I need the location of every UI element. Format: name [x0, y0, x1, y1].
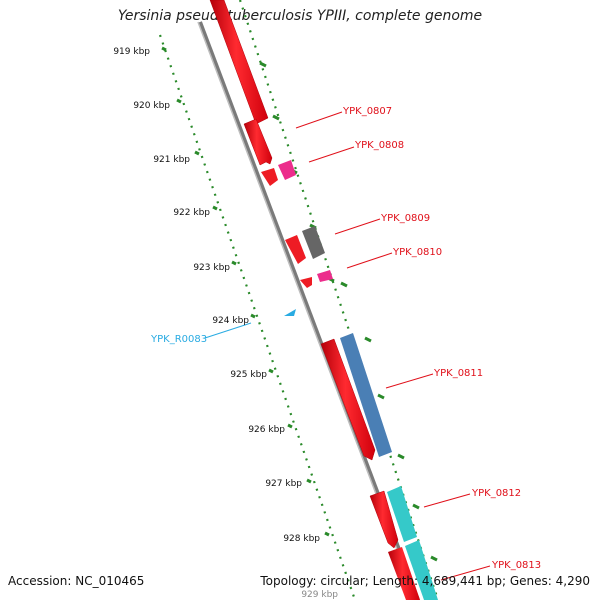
genome-summary-text: Topology: circular; Length: 4,689,441 bp… — [260, 574, 590, 588]
gene-label[interactable]: YPK_0813 — [491, 560, 541, 571]
gene-label[interactable]: YPK_0810 — [392, 247, 442, 258]
gene-block-ypk0812-left[interactable] — [369, 490, 399, 549]
kbp-label: 924 kbp — [212, 316, 249, 326]
left-track-ticks — [161, 46, 330, 537]
gene-label[interactable]: YPK_0811 — [433, 368, 483, 379]
gene-block-ypk0810-left[interactable] — [300, 277, 312, 288]
gene-block-ypk0807[interactable] — [243, 118, 273, 166]
accession-text: Accession: NC_010465 — [8, 574, 145, 588]
kbp-label: 921 kbp — [153, 155, 190, 165]
kbp-label: 925 kbp — [230, 370, 267, 380]
gene-block-ypk0813-left[interactable] — [388, 547, 420, 600]
gene-label[interactable]: YPK_0808 — [354, 140, 404, 151]
kbp-label: 919 kbp — [113, 47, 150, 57]
gene-block-ypk0811-right[interactable] — [340, 333, 392, 457]
map-title: Yersinia pseudotuberculosis YPIII, compl… — [117, 8, 483, 24]
gene-block-ypk0809-left[interactable] — [285, 235, 306, 264]
kbp-label: 927 kbp — [265, 479, 302, 489]
kbp-label: 928 kbp — [283, 534, 320, 544]
gene-block-ypk0810-right[interactable] — [317, 270, 333, 282]
gene-block-ypk0808-left[interactable] — [261, 168, 278, 186]
kbp-label: 926 kbp — [248, 425, 285, 435]
gene-label[interactable]: YPK_0809 — [380, 213, 430, 224]
gene-block-ypk0809-right[interactable] — [302, 226, 325, 259]
rna-label[interactable]: YPK_R0083 — [150, 334, 207, 345]
gene-label[interactable]: YPK_0807 — [342, 106, 392, 117]
right-track-ticks — [259, 61, 438, 562]
gene-block-ypk0808-right[interactable] — [278, 160, 296, 180]
kbp-label: 929 kbp — [301, 590, 338, 600]
kbp-label: 922 kbp — [173, 208, 210, 218]
kbp-label: 923 kbp — [193, 263, 230, 273]
gene-label[interactable]: YPK_0812 — [471, 488, 521, 499]
gene-block-ypk0813-right[interactable] — [405, 540, 438, 600]
right-kbp-track — [238, 0, 440, 600]
kbp-label: 920 kbp — [133, 101, 170, 111]
gene-leader-lines — [295, 111, 491, 581]
rna-marker[interactable] — [284, 309, 296, 316]
gene-block-ypk0811-left[interactable] — [320, 338, 376, 461]
gene-block-ypk0812-right[interactable] — [387, 486, 417, 542]
gene-block-ypk0806[interactable] — [209, 0, 269, 125]
rna-leader-line — [204, 322, 252, 339]
